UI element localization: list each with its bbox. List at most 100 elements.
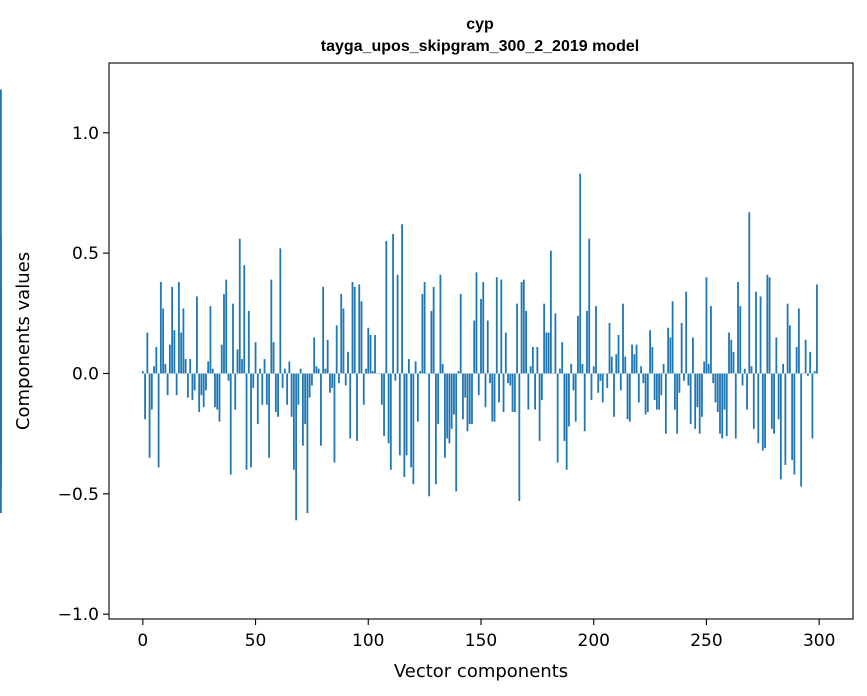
bar — [322, 286, 325, 374]
bar — [159, 282, 162, 374]
bar — [403, 373, 406, 477]
bar — [347, 351, 349, 374]
bar — [642, 373, 645, 384]
bar — [534, 373, 537, 410]
bar — [317, 368, 320, 374]
bar — [333, 373, 336, 463]
bar — [631, 344, 633, 374]
bar — [383, 373, 385, 437]
y-tick-label: 1.0 — [72, 124, 99, 144]
bar — [775, 337, 778, 374]
bar — [171, 286, 174, 374]
bar — [401, 224, 403, 374]
bar — [813, 371, 816, 374]
bar — [209, 306, 212, 374]
bar — [748, 212, 751, 374]
bar — [166, 373, 169, 396]
y-tick-label: −0.5 — [58, 485, 99, 505]
bar — [705, 277, 708, 374]
bar — [513, 373, 516, 412]
bar — [816, 284, 818, 374]
bar — [750, 366, 753, 374]
bar — [484, 373, 487, 408]
bar — [637, 373, 640, 403]
bar — [435, 373, 437, 485]
bar — [538, 373, 541, 441]
bar — [410, 373, 413, 468]
bar — [326, 339, 329, 374]
bar — [261, 373, 264, 405]
bar — [613, 373, 615, 417]
bar — [205, 373, 207, 391]
bar — [295, 373, 298, 521]
bar — [782, 363, 785, 374]
bar — [353, 286, 356, 374]
bar — [369, 334, 372, 374]
bar — [453, 373, 455, 415]
bar — [741, 373, 744, 386]
bar — [498, 373, 500, 403]
bar — [601, 373, 604, 403]
bar — [683, 373, 685, 381]
bar — [324, 368, 327, 374]
bar — [784, 373, 787, 465]
bar — [297, 373, 300, 405]
bar — [211, 368, 214, 374]
bar — [644, 373, 647, 415]
bar — [466, 373, 469, 432]
bar — [254, 342, 257, 374]
bar — [590, 373, 593, 400]
bar — [274, 373, 277, 412]
bar — [141, 371, 144, 374]
bar — [389, 373, 392, 470]
bar — [509, 373, 512, 386]
bar — [279, 248, 282, 374]
bar — [676, 373, 679, 434]
bar — [714, 373, 717, 403]
bar — [635, 344, 638, 374]
bar — [308, 373, 311, 398]
bar — [473, 320, 476, 374]
bar — [162, 308, 165, 374]
bar — [256, 373, 259, 425]
bar — [448, 373, 451, 444]
bar — [340, 294, 343, 374]
bar — [446, 373, 449, 439]
bar — [608, 322, 611, 374]
bar — [173, 330, 176, 374]
bar — [374, 334, 376, 374]
bar — [387, 373, 390, 444]
bar — [396, 274, 399, 374]
bar — [572, 373, 575, 391]
bar — [207, 361, 210, 374]
y-tick-label: 0.0 — [72, 364, 99, 384]
bar — [583, 373, 586, 432]
bar — [252, 373, 255, 388]
bar — [263, 359, 266, 374]
bar — [694, 373, 697, 429]
bar — [570, 363, 573, 374]
bar — [743, 368, 746, 374]
bar — [265, 373, 268, 405]
bar — [214, 373, 216, 408]
bar — [725, 373, 728, 437]
bar — [545, 332, 548, 374]
bar — [779, 373, 782, 480]
bar — [229, 373, 232, 475]
bar — [288, 361, 291, 374]
bar — [439, 274, 442, 374]
y-tick-label: −1.0 — [58, 605, 99, 625]
bar — [809, 351, 812, 374]
bar — [394, 373, 397, 381]
bar — [791, 373, 794, 461]
bar — [811, 373, 814, 439]
bar — [655, 373, 658, 410]
bar-series — [0, 89, 818, 521]
bar — [673, 373, 676, 410]
bar — [739, 306, 742, 374]
bar — [698, 373, 701, 434]
bar — [329, 373, 331, 393]
bar — [667, 327, 670, 374]
bar — [301, 373, 304, 446]
x-tick-label: 300 — [803, 631, 835, 651]
